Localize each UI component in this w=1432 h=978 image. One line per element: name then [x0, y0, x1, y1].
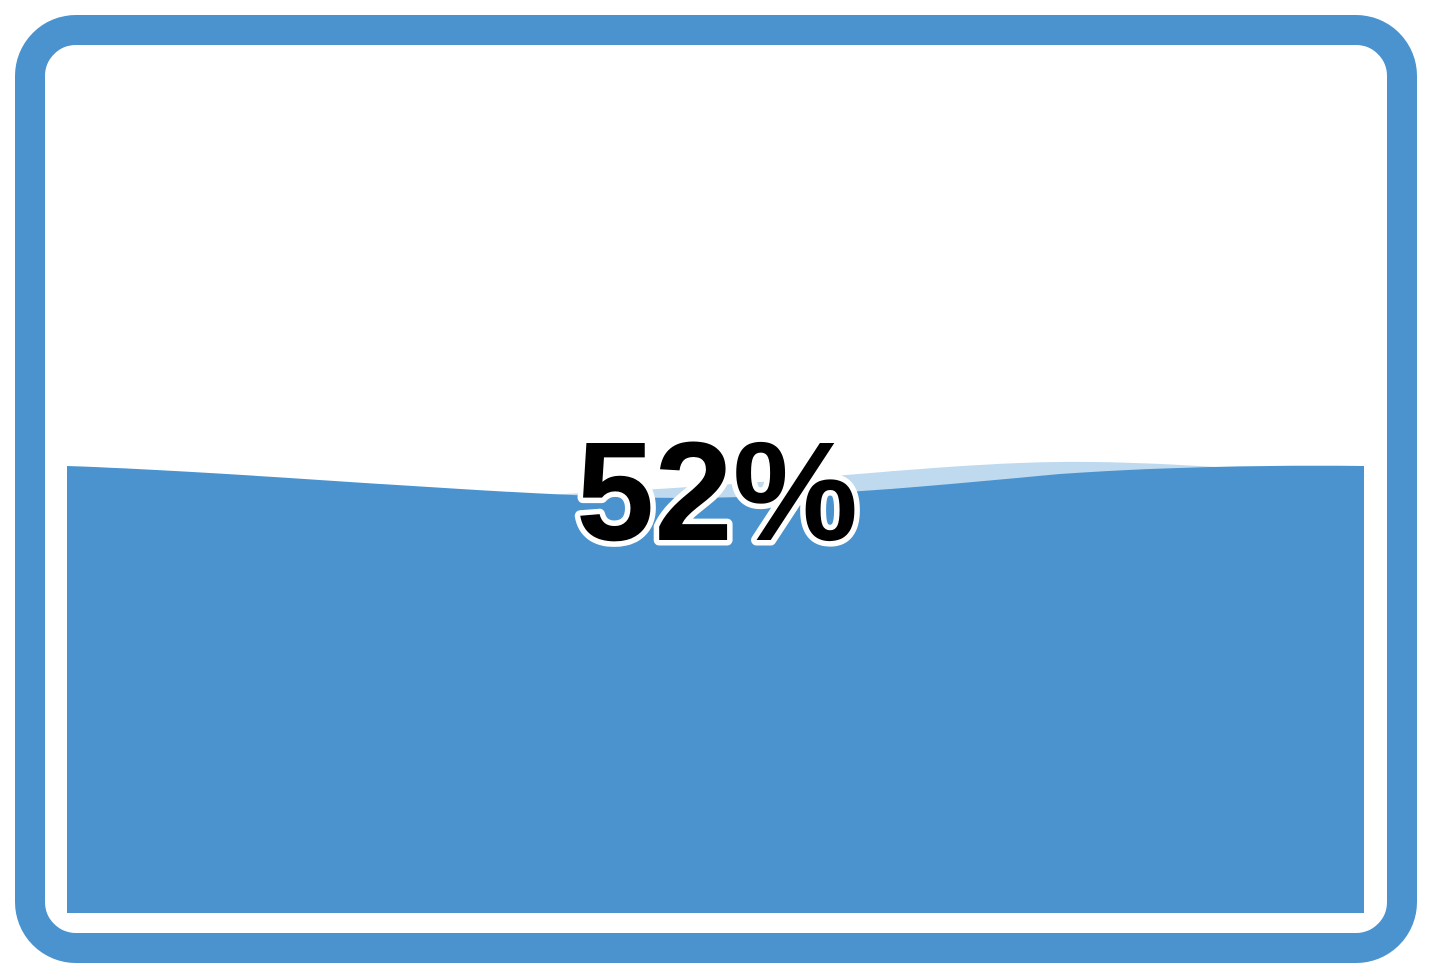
water-area — [67, 461, 1364, 913]
gauge-value-label: 52% — [576, 412, 858, 570]
wave-front — [67, 465, 1364, 913]
gauge-border — [15, 15, 1417, 963]
